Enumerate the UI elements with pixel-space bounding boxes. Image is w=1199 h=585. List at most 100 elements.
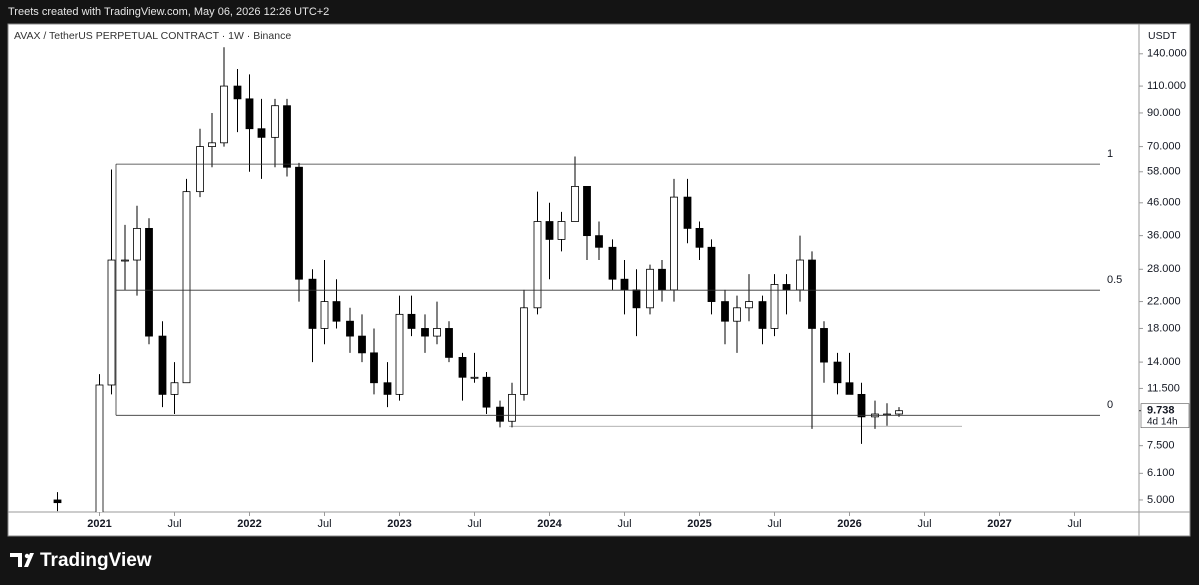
candle-body (196, 146, 204, 193)
candle-body (658, 268, 666, 291)
x-tick-label: Jul (767, 518, 781, 530)
countdown-label: 4d 14h (1147, 416, 1178, 427)
fib-label: 0 (1107, 399, 1113, 411)
candle-body (545, 221, 554, 240)
x-tick-label: Jul (617, 518, 631, 530)
candle-body (370, 352, 378, 384)
y-tick-label: 28.000 (1147, 263, 1181, 275)
candle-body (646, 268, 654, 309)
candle-body (283, 105, 291, 168)
candle-body (695, 227, 704, 248)
candle-body (508, 393, 516, 422)
y-tick-label: 140.000 (1147, 48, 1187, 60)
candle-body (833, 361, 842, 384)
candle-body (758, 301, 767, 329)
candle-body (520, 307, 528, 395)
logo: TradingView (10, 550, 152, 571)
candle-body (620, 278, 629, 291)
candle-body (557, 221, 566, 240)
x-tick-label: 2026 (837, 518, 861, 530)
chart-title: AVAX / TetherUS PERPETUAL CONTRACT · 1W … (14, 30, 291, 42)
candle-body (796, 259, 804, 291)
candle-body (257, 128, 266, 138)
y-tick-label: 70.000 (1147, 141, 1181, 153)
logo-text: TradingView (40, 550, 152, 571)
candle-body (358, 335, 366, 354)
x-tick-label: 2025 (687, 518, 711, 530)
candle-body (220, 85, 228, 144)
y-tick-label: 5.000 (1147, 494, 1175, 506)
x-tick-label: Jul (317, 518, 331, 530)
y-tick-label: 14.000 (1147, 356, 1181, 368)
candle-body (208, 142, 216, 147)
y-tick-label: 58.000 (1147, 166, 1181, 178)
last-price-label: 9.738 (1147, 405, 1175, 417)
candle-body (583, 185, 591, 237)
x-tick-label: 2022 (237, 518, 261, 530)
x-tick-label: 2021 (87, 518, 111, 530)
candle-body (857, 393, 866, 418)
candle-body (121, 259, 129, 262)
x-tick-label: Jul (167, 518, 181, 530)
candle-body (808, 259, 816, 329)
candle-body (895, 410, 903, 415)
candle-body (595, 235, 603, 248)
candle-body (320, 301, 329, 329)
y-tick-label: 22.000 (1147, 295, 1181, 307)
candle-body (571, 185, 579, 222)
y-tick-label: 36.000 (1147, 230, 1181, 242)
caption: Treets created with TradingView.com, May… (8, 6, 329, 18)
candle-body (395, 313, 404, 395)
candle-body (683, 196, 692, 229)
candle-body (332, 301, 341, 322)
candle-body (707, 246, 716, 302)
candle-body (308, 278, 317, 329)
fib-label: 0.5 (1107, 274, 1122, 286)
x-tick-label: 2023 (387, 518, 411, 530)
candle-body (158, 335, 167, 395)
y-tick-label: 110.000 (1147, 80, 1186, 92)
candle-body (445, 328, 453, 358)
candle-body (145, 227, 153, 337)
fib-label: 1 (1107, 148, 1113, 160)
candle-body (883, 413, 891, 416)
candle-body (670, 196, 678, 291)
last-price-box (1140, 403, 1190, 429)
candle-body (608, 246, 617, 280)
y-tick-label: 7.500 (1147, 440, 1175, 452)
candle-body (170, 382, 179, 395)
candle-body (533, 221, 542, 309)
candle-body (233, 85, 242, 100)
candle-body (458, 356, 467, 378)
y-tick-label: 18.000 (1147, 322, 1181, 334)
candle-body (295, 166, 303, 280)
candle-body (95, 384, 104, 512)
x-tick-label: 2027 (987, 518, 1011, 530)
candle-body (496, 406, 504, 422)
chart-panel (7, 23, 1191, 537)
plot-area (53, 47, 962, 512)
candle-body (845, 382, 854, 395)
candle-body (733, 307, 741, 322)
candle-body (482, 376, 491, 408)
candle-body (53, 499, 62, 504)
candle-body (133, 227, 141, 261)
candle-body (421, 328, 429, 337)
x-tick-label: Jul (467, 518, 481, 530)
y-tick-label: 46.000 (1147, 197, 1181, 209)
x-tick-label: 2024 (537, 518, 562, 530)
candle-body (245, 98, 254, 130)
candle-body (383, 382, 392, 395)
x-tick-label: Jul (917, 518, 931, 530)
candle-body (470, 376, 479, 379)
candle-body (782, 284, 791, 291)
candle-body (182, 191, 191, 384)
y-tick-label: 90.000 (1147, 107, 1181, 119)
candle-body (107, 259, 116, 386)
currency: USDT (1148, 30, 1177, 42)
candle-body (433, 328, 441, 337)
candle-body (770, 284, 779, 329)
y-tick-label: 11.500 (1147, 382, 1180, 394)
